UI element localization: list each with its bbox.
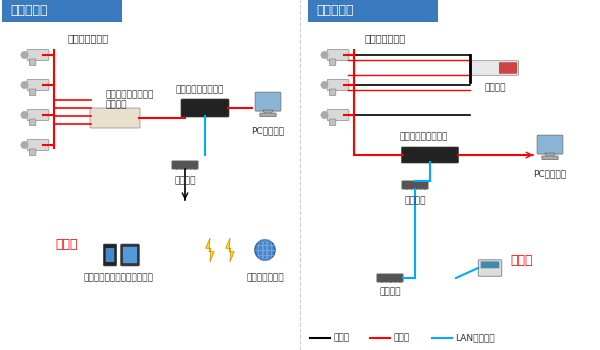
Polygon shape xyxy=(226,238,234,262)
Polygon shape xyxy=(545,153,555,156)
Bar xyxy=(424,189,426,190)
Text: アナログカメラ: アナログカメラ xyxy=(365,33,406,43)
Circle shape xyxy=(21,141,28,149)
Bar xyxy=(181,169,182,170)
FancyBboxPatch shape xyxy=(329,119,336,125)
Bar xyxy=(194,169,196,170)
FancyBboxPatch shape xyxy=(255,92,281,111)
Text: スマートフォン・タブレット: スマートフォン・タブレット xyxy=(83,273,153,282)
FancyBboxPatch shape xyxy=(327,79,349,91)
Text: 集中電源: 集中電源 xyxy=(484,84,506,92)
FancyBboxPatch shape xyxy=(172,161,198,169)
FancyBboxPatch shape xyxy=(472,61,518,75)
FancyBboxPatch shape xyxy=(29,119,36,125)
Text: ルーター: ルーター xyxy=(379,287,401,296)
Circle shape xyxy=(321,82,328,89)
Bar xyxy=(390,282,392,284)
FancyBboxPatch shape xyxy=(106,248,115,262)
Circle shape xyxy=(21,51,28,58)
Text: デジタルレコーダー: デジタルレコーダー xyxy=(175,85,223,94)
FancyBboxPatch shape xyxy=(27,79,49,91)
FancyBboxPatch shape xyxy=(29,59,36,65)
FancyBboxPatch shape xyxy=(329,59,336,65)
Polygon shape xyxy=(263,110,273,113)
Text: ルーター: ルーター xyxy=(404,196,426,205)
FancyBboxPatch shape xyxy=(2,0,122,22)
Circle shape xyxy=(21,82,28,89)
FancyBboxPatch shape xyxy=(308,0,438,22)
Circle shape xyxy=(321,111,328,119)
FancyBboxPatch shape xyxy=(260,113,276,117)
Text: ルーター: ルーター xyxy=(174,176,196,186)
FancyBboxPatch shape xyxy=(499,62,517,74)
Bar xyxy=(381,282,383,284)
FancyBboxPatch shape xyxy=(478,260,502,276)
Text: アナログカメラ: アナログカメラ xyxy=(68,33,109,43)
FancyBboxPatch shape xyxy=(377,274,403,282)
Bar xyxy=(415,189,417,190)
FancyBboxPatch shape xyxy=(327,110,349,120)
Bar xyxy=(185,169,187,170)
FancyBboxPatch shape xyxy=(29,149,36,155)
Bar xyxy=(395,282,397,284)
Text: LANケーブル: LANケーブル xyxy=(455,334,494,343)
Text: 電源重畳型: 電源重畳型 xyxy=(10,5,47,18)
Text: カメラコントロール
ユニット: カメラコントロール ユニット xyxy=(105,90,154,110)
FancyBboxPatch shape xyxy=(27,49,49,61)
Text: 電源線: 電源線 xyxy=(333,334,349,343)
Bar xyxy=(410,189,412,190)
Text: PCモニター: PCモニター xyxy=(251,126,284,135)
FancyBboxPatch shape xyxy=(104,244,116,266)
Bar xyxy=(190,169,191,170)
Text: 電源分離型: 電源分離型 xyxy=(316,5,353,18)
FancyBboxPatch shape xyxy=(29,89,36,96)
Polygon shape xyxy=(206,238,214,262)
Bar xyxy=(399,282,401,284)
Text: 映像線: 映像線 xyxy=(393,334,409,343)
Circle shape xyxy=(321,51,328,58)
FancyBboxPatch shape xyxy=(481,261,499,268)
Text: PCモニター: PCモニター xyxy=(533,169,566,178)
FancyBboxPatch shape xyxy=(537,135,563,154)
Circle shape xyxy=(21,111,28,119)
Circle shape xyxy=(255,240,275,260)
FancyBboxPatch shape xyxy=(90,108,140,128)
Text: 他拠点: 他拠点 xyxy=(510,253,533,266)
FancyBboxPatch shape xyxy=(27,140,49,150)
FancyBboxPatch shape xyxy=(401,147,458,163)
FancyBboxPatch shape xyxy=(402,181,428,189)
FancyBboxPatch shape xyxy=(327,49,349,61)
FancyBboxPatch shape xyxy=(181,99,229,117)
Bar xyxy=(176,169,178,170)
Text: インターネット: インターネット xyxy=(246,273,284,282)
Text: デジタルレコーダー: デジタルレコーダー xyxy=(400,133,448,141)
Text: 外出先: 外出先 xyxy=(55,238,77,252)
FancyBboxPatch shape xyxy=(123,247,137,263)
Bar xyxy=(419,189,421,190)
FancyBboxPatch shape xyxy=(121,244,139,266)
FancyBboxPatch shape xyxy=(542,156,558,160)
Bar xyxy=(406,189,408,190)
Bar xyxy=(386,282,388,284)
FancyBboxPatch shape xyxy=(27,110,49,120)
FancyBboxPatch shape xyxy=(329,89,336,96)
